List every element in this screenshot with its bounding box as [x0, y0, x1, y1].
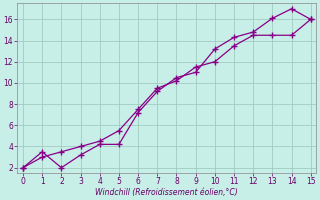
X-axis label: Windchill (Refroidissement éolien,°C): Windchill (Refroidissement éolien,°C) [95, 188, 238, 197]
